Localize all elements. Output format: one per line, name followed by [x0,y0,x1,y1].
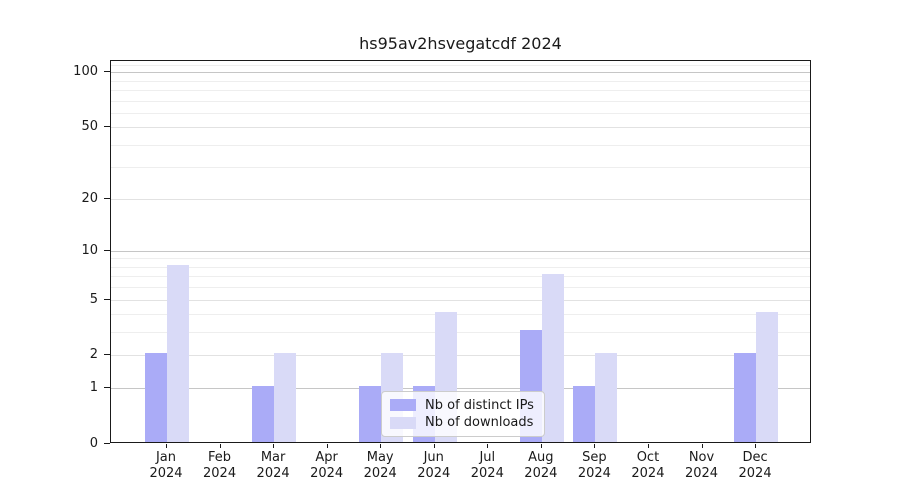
x-tick [487,444,489,448]
legend-row-distinct-ips: Nb of distinct IPs [390,398,536,413]
y-tick-label: 20 [81,190,98,206]
x-tick-label-dec: Dec 2024 [738,450,772,481]
major-gridline [111,355,810,357]
legend-label-distinct-ips: Nb of distinct IPs [425,397,534,413]
x-tick-label-nov: Nov 2024 [684,450,719,481]
bar-distinct-ips-may [359,386,382,442]
bar-distinct-ips-jan [145,353,167,442]
bar-downloads-mar [274,353,297,442]
legend-label-downloads: Nb of downloads [425,415,534,431]
x-tick [540,444,542,448]
minor-gridline [111,167,810,169]
minor-gridline [111,287,810,289]
x-tick-label-aug: Aug 2024 [524,450,558,481]
x-tick [755,444,757,448]
major-gridline [111,72,810,74]
y-tick-label: 0 [89,436,98,451]
x-tick-label-mar: Mar 2024 [256,450,290,481]
bar-distinct-ips-dec [734,353,757,442]
minor-gridline [111,64,810,66]
x-tick-label-feb: Feb 2024 [203,450,237,481]
x-tick-label-jul: Jul 2024 [470,450,504,481]
minor-gridline [111,80,810,82]
x-tick-label-oct: Oct 2024 [631,450,665,481]
y-tick [104,71,110,73]
x-tick-label-jun: Jun 2024 [417,450,451,481]
y-tick [104,249,110,251]
legend-swatch-downloads [390,416,416,429]
minor-gridline [111,314,810,316]
x-tick [433,444,435,448]
x-tick [326,444,328,448]
minor-gridline [111,112,810,114]
major-gridline [111,299,810,301]
y-tick-label: 10 [81,242,98,258]
major-gridline [111,127,810,129]
legend-swatch-distinct-ips [390,399,416,412]
y-tick-label: 2 [89,347,98,363]
legend-row-downloads: Nb of downloads [390,415,536,430]
plot-area [110,60,811,443]
bar-downloads-aug [541,274,564,442]
x-tick [701,444,703,448]
x-tick-label-sep: Sep 2024 [577,450,611,481]
y-tick [104,387,110,389]
minor-gridline [111,144,810,146]
y-tick-label: 5 [89,291,98,307]
y-tick [104,126,110,128]
bar-distinct-ips-mar [252,386,275,442]
x-tick [219,444,221,448]
minor-gridline [111,258,810,260]
minor-gridline [111,89,810,91]
x-tick [380,444,382,448]
bar-downloads-sep [595,353,618,442]
y-tick-label: 100 [73,64,98,80]
x-tick-label-jan: Jan 2024 [149,450,183,481]
x-tick [166,444,167,448]
bar-downloads-jan [167,264,189,442]
chart-title: hs95av2hsvegatcdf 2024 [359,34,562,53]
y-tick [104,354,110,356]
minor-gridline [111,100,810,102]
major-gridline [111,388,810,390]
legend: Nb of distinct IPs Nb of downloads [381,391,545,437]
y-tick [104,197,110,199]
x-tick [647,444,649,448]
y-tick-label: 50 [81,119,98,135]
x-tick-label-may: May 2024 [363,450,397,481]
major-gridline [111,250,810,252]
y-tick [104,298,110,300]
major-gridline [111,198,810,200]
minor-gridline [111,266,810,268]
x-tick-label-apr: Apr 2024 [310,450,344,481]
minor-gridline [111,276,810,278]
y-tick-label: 1 [89,380,98,396]
x-tick [594,444,596,448]
minor-gridline [111,332,810,334]
bar-distinct-ips-sep [573,386,596,442]
x-tick [273,444,275,448]
bar-downloads-dec [756,312,779,442]
y-tick [104,443,110,444]
